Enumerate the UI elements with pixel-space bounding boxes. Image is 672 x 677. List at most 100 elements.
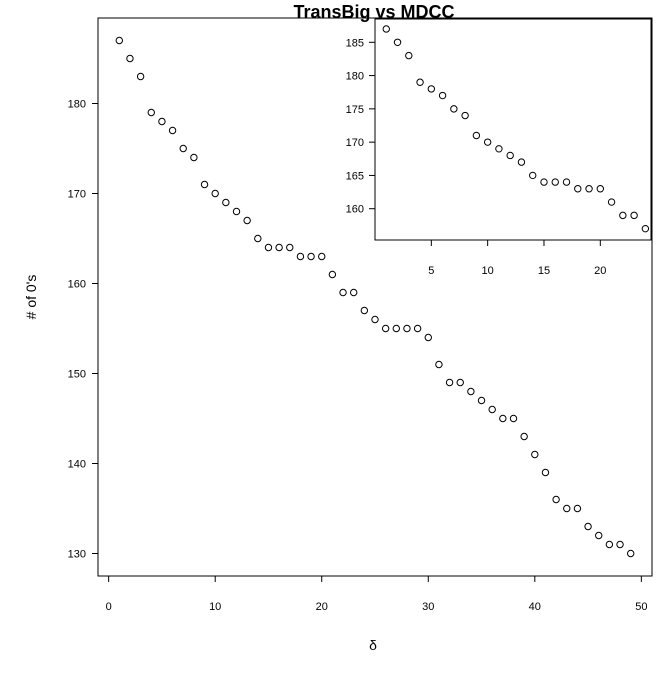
main-y-tick-label-4: 170 [68,189,86,201]
main-point-17 [296,252,305,261]
main-plot: 0 10 20 30 40 50 130 140 150 160 170 180 δ # of 0's Tr… [23,2,653,653]
main-point-40 [541,468,550,477]
inset-point-22 [630,211,638,220]
main-point-29 [424,333,432,342]
main-point-33 [467,387,475,396]
main-point-35 [488,405,496,414]
inset-point-7 [461,111,469,120]
inset-point-8 [472,131,481,140]
main-point-13 [254,234,262,243]
inset-y-tick-label-1: 165 [346,170,364,182]
main-point-28 [413,324,422,333]
inset-point-21 [619,211,627,220]
inset-y-tick-label-4: 180 [346,71,364,83]
main-point-9 [211,189,219,198]
inset-point-11 [506,151,514,160]
inset-point-15 [551,178,559,186]
inset-y-tick-label-0: 160 [346,204,364,216]
main-point-8 [200,180,209,189]
main-point-41 [552,495,560,504]
inset-point-20 [607,198,616,206]
main-x-tick-label-4: 40 [529,601,541,613]
main-point-1 [126,54,134,63]
main-y-tick-label-0: 130 [68,549,86,561]
main-y-tick-label-2: 150 [68,369,86,381]
main-x-tick-label-1: 10 [209,601,221,613]
main-point-26 [392,324,401,333]
main-point-15 [275,243,283,252]
inset-x-tick-label-2: 15 [538,265,550,277]
inset-point-5 [438,91,447,100]
main-y-tick-label-3: 160 [68,279,86,291]
main-point-32 [456,378,464,387]
main-point-47 [616,540,624,549]
main-point-31 [445,378,454,387]
main-point-43 [573,504,582,513]
main-point-7 [190,153,198,162]
main-point-16 [286,243,294,252]
main-point-24 [371,315,379,324]
main-plot-frame [97,17,653,577]
inset-y-tick-label-5: 185 [346,37,364,49]
inset-point-9 [483,138,492,146]
inset-point-6 [450,105,458,113]
inset-plot: 5 10 15 20 160 165 170 175 180 185 [346,18,652,277]
inset-x-tick-label-1: 10 [482,265,494,277]
inset-point-14 [540,178,548,186]
main-point-42 [563,504,571,513]
inset-point-18 [585,185,593,193]
main-point-39 [531,450,539,459]
main-point-6 [179,144,187,153]
main-point-22 [349,288,358,297]
main-x-tick-label-2: 20 [316,601,328,613]
main-x-tick-label-3: 30 [422,601,434,613]
inset-point-0 [382,25,390,33]
main-point-2 [136,72,145,81]
main-point-38 [520,432,528,441]
main-point-23 [360,306,369,315]
main-chart-title: TransBig vs MDCC [293,2,454,22]
main-point-19 [318,252,326,261]
inset-point-23 [641,224,650,233]
main-point-46 [605,540,614,549]
main-point-20 [328,270,337,279]
inset-point-16 [562,178,571,186]
main-point-21 [339,288,347,297]
main-point-14 [264,243,273,252]
main-point-11 [232,207,241,216]
main-y-tick-label-5: 180 [68,99,86,111]
inset-point-13 [529,171,537,180]
inset-point-3 [416,78,424,86]
main-point-3 [147,108,155,117]
main-point-27 [403,324,411,333]
inset-point-17 [574,185,582,193]
inset-point-12 [517,158,526,166]
inset-point-10 [495,145,503,153]
main-point-44 [584,522,592,531]
inset-point-1 [393,38,402,46]
main-point-12 [243,216,251,225]
main-x-tick-label-5: 50 [635,601,647,613]
main-x-tick-label-0: 0 [106,601,112,613]
main-point-0 [115,36,124,45]
main-point-37 [509,414,518,423]
main-point-5 [168,126,177,135]
main-y-axis-title: # of 0's [23,275,39,320]
inset-frame [374,18,652,241]
main-point-48 [626,549,635,558]
main-point-36 [499,414,507,423]
inset-point-19 [596,185,605,193]
main-point-10 [222,198,230,207]
inset-x-tick-label-0: 5 [428,265,434,277]
main-x-axis-title: δ [369,637,377,653]
inset-x-tick-label-3: 20 [594,265,606,277]
inset-y-tick-label-2: 170 [346,137,364,149]
main-point-18 [307,252,315,261]
inset-point-4 [427,85,436,93]
inset-y-tick-label-3: 175 [346,104,364,116]
main-point-45 [595,531,603,540]
inset-point-2 [405,51,413,60]
main-y-tick-label-1: 140 [68,459,86,471]
